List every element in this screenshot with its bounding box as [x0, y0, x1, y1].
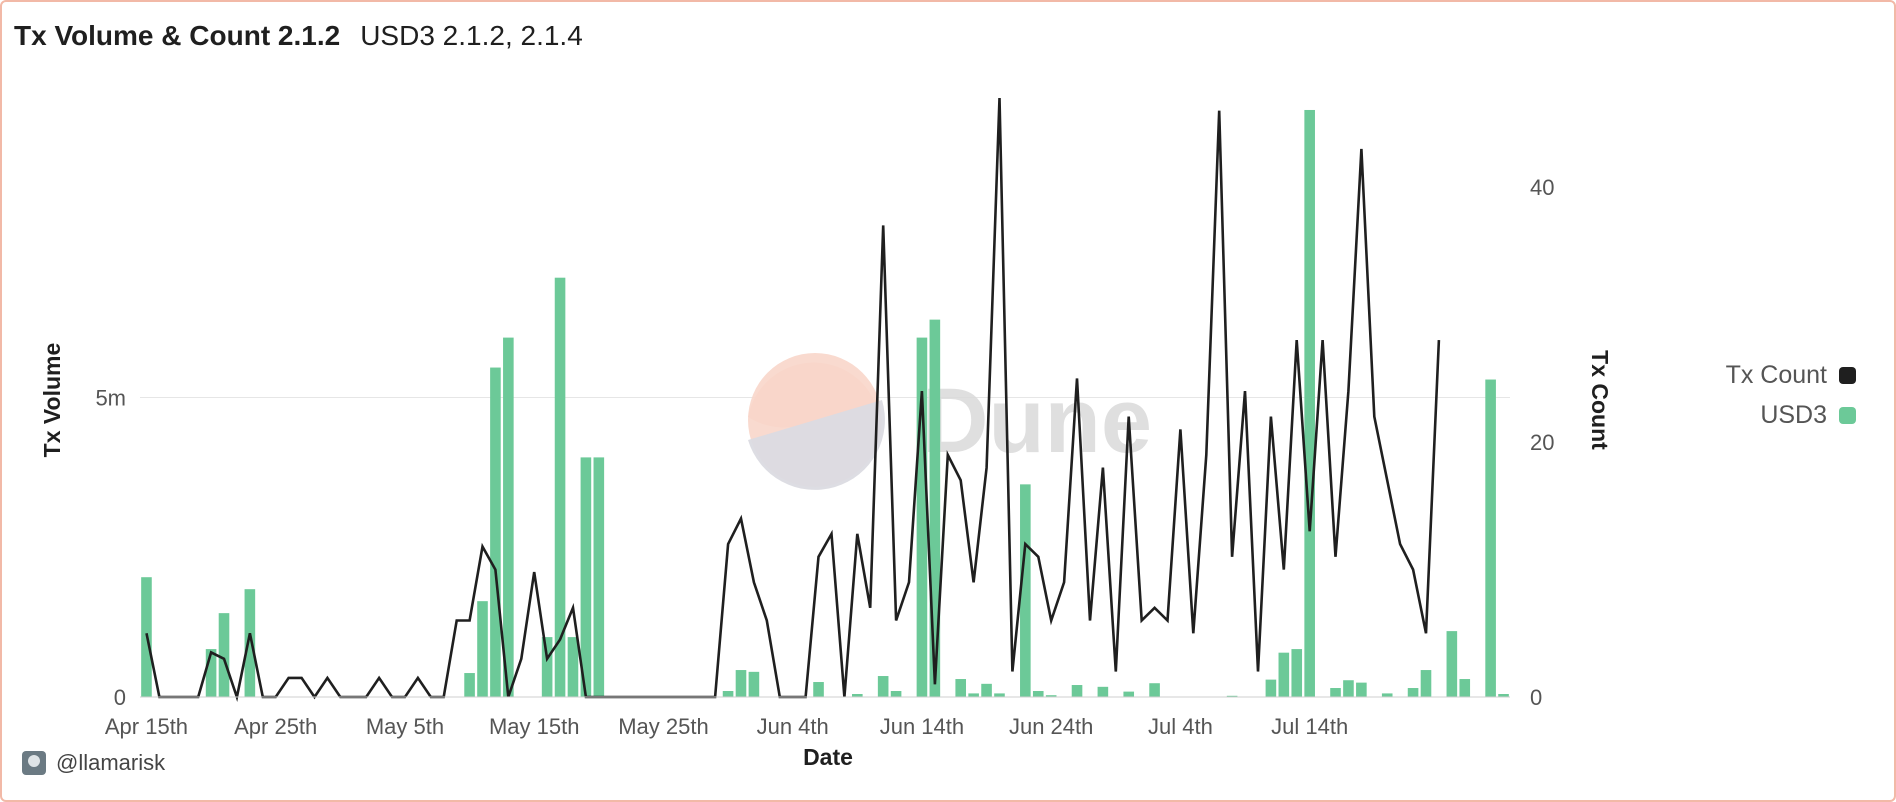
usd3-bar	[968, 693, 979, 697]
usd3-bar	[477, 601, 488, 697]
usd3-bar	[593, 457, 605, 697]
legend-swatch-usd3	[1839, 406, 1856, 424]
usd3-bar	[1045, 695, 1057, 697]
x-tick-label: Jun 4th	[757, 714, 829, 739]
usd3-bar	[1420, 670, 1432, 697]
y-left-axis-label: Tx Volume	[39, 343, 65, 458]
usd3-bar	[722, 691, 734, 697]
legend-swatch-tx-count	[1839, 366, 1856, 384]
usd3-bar	[1459, 679, 1471, 697]
usd3-bar	[1356, 682, 1367, 697]
author-link[interactable]: @llamarisk	[22, 750, 165, 776]
x-tick-label: Jul 14th	[1271, 714, 1348, 739]
watermark-circle-shade	[748, 400, 885, 490]
usd3-bar	[735, 670, 747, 697]
x-tick-label: May 25th	[618, 714, 709, 739]
usd3-bar	[877, 676, 889, 697]
legend-label-tx-count: Tx Count	[1725, 360, 1827, 389]
legend-item-usd3[interactable]: USD3	[1726, 395, 1856, 435]
x-axis-label: Date	[803, 744, 853, 770]
usd3-bar	[1343, 680, 1354, 697]
author-handle: @llamarisk	[56, 750, 166, 775]
y-right-tick-label: 20	[1530, 430, 1554, 455]
usd3-bar	[580, 457, 592, 697]
y-right-tick-label: 40	[1530, 175, 1554, 200]
usd3-bar	[1304, 109, 1315, 698]
usd3-bar	[1123, 691, 1135, 697]
chart-header: Tx Volume & Count 2.1.2 USD3 2.1.2, 2.1.…	[14, 20, 583, 52]
usd3-bar	[1446, 631, 1458, 697]
usd3-bar	[503, 337, 514, 697]
x-tick-label: Jul 4th	[1148, 714, 1213, 739]
usd3-bar	[1381, 693, 1393, 697]
x-tick-label: Apr 15th	[105, 714, 188, 739]
usd3-bar	[490, 367, 501, 697]
usd3-bar	[955, 679, 967, 697]
usd3-bar	[541, 637, 553, 697]
x-tick-label: Apr 25th	[234, 714, 317, 739]
usd3-bar	[1097, 686, 1109, 697]
usd3-bar	[1226, 695, 1238, 697]
x-tick-label: May 5th	[366, 714, 444, 739]
usd3-bar	[205, 649, 217, 697]
watermark-text: Dune	[922, 370, 1152, 472]
usd3-bar	[1330, 688, 1341, 697]
usd3-bar	[981, 683, 992, 697]
chart-title: Tx Volume & Count 2.1.2	[14, 20, 341, 51]
y-right-tick-label: 0	[1530, 685, 1542, 710]
chart-subtitle: USD3 2.1.2, 2.1.4	[360, 20, 583, 51]
usd3-bar	[1485, 379, 1496, 697]
usd3-bar	[1032, 691, 1044, 697]
legend-item-tx-count[interactable]: Tx Count	[1726, 355, 1856, 395]
usd3-bar	[1407, 688, 1419, 697]
usd3-bar	[1020, 484, 1031, 697]
y-left-tick-label: 5m	[95, 386, 126, 411]
usd3-bar	[1498, 694, 1509, 697]
usd3-bar	[929, 319, 941, 697]
user-avatar-icon	[22, 751, 46, 775]
y-left-tick-label: 0	[114, 685, 126, 710]
usd3-bar	[1278, 652, 1290, 697]
x-tick-label: Jun 14th	[880, 714, 964, 739]
usd3-bar	[852, 694, 863, 697]
legend-label-usd3: USD3	[1760, 400, 1827, 429]
usd3-bar	[916, 337, 928, 697]
chart-legend: Tx Count USD3	[1726, 355, 1856, 435]
usd3-bar	[218, 613, 230, 697]
usd3-bar	[890, 691, 902, 697]
usd3-bar	[994, 693, 1005, 697]
usd3-bar	[567, 637, 579, 697]
usd3-bar	[554, 277, 566, 697]
usd3-bar	[748, 671, 760, 697]
y-right-axis-label: Tx Count	[1587, 350, 1613, 450]
usd3-bar	[1291, 649, 1303, 697]
usd3-bar	[1265, 679, 1277, 697]
usd3-bar	[1149, 683, 1160, 697]
x-tick-label: Jun 24th	[1009, 714, 1093, 739]
usd3-bar	[244, 589, 256, 697]
usd3-bar	[813, 682, 824, 697]
x-tick-label: May 15th	[489, 714, 580, 739]
usd3-bar	[1071, 685, 1083, 697]
usd3-bar	[464, 673, 475, 697]
